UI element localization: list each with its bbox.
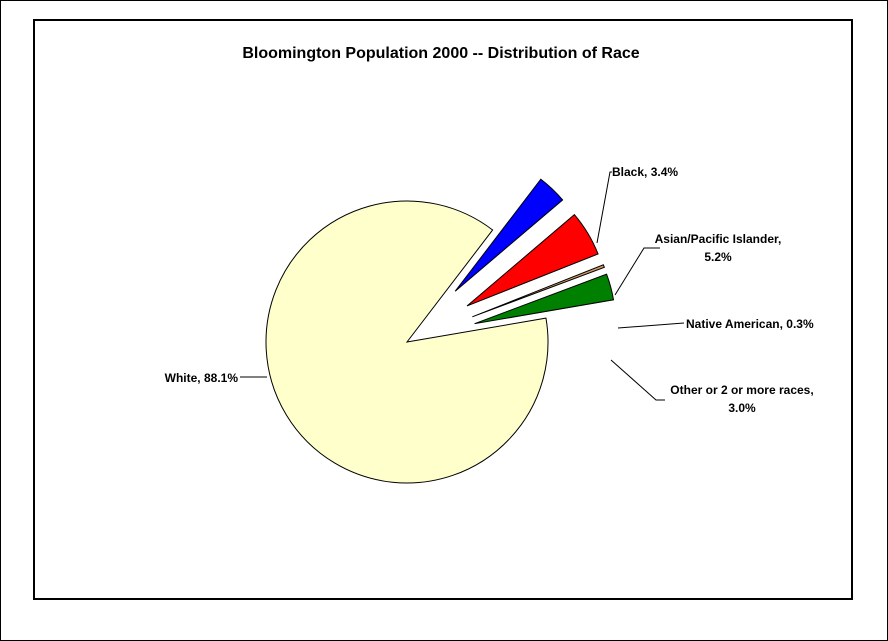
pie-slices	[265, 178, 615, 484]
pie-slice-other	[474, 273, 615, 325]
pie-slice-black	[454, 178, 564, 292]
leader-line-black	[596, 171, 612, 244]
pie-slice-native	[472, 264, 605, 318]
slice-label-native: Native American, 0.3%	[686, 317, 814, 331]
slice-label-asian: Asian/Pacific Islander, 5.2%	[655, 232, 782, 264]
leader-line-other	[610, 359, 665, 401]
slice-label-white: White, 88.1%	[165, 371, 239, 385]
slice-labels: White, 88.1% Black, 3.4% Asian/Pacific Isl…	[165, 165, 814, 415]
slice-label-black: Black, 3.4%	[612, 165, 678, 179]
leader-lines	[240, 171, 685, 401]
pie-slice-white	[265, 200, 549, 484]
leader-line-native	[617, 322, 685, 329]
leader-line-asian	[614, 247, 660, 296]
slice-label-other: Other or 2 or more races, 3.0%	[670, 383, 813, 415]
chart-title: Bloomington Population 2000 -- Distribut…	[242, 45, 639, 62]
pie-slice-asian	[466, 213, 599, 307]
chart-area	[33, 19, 853, 600]
